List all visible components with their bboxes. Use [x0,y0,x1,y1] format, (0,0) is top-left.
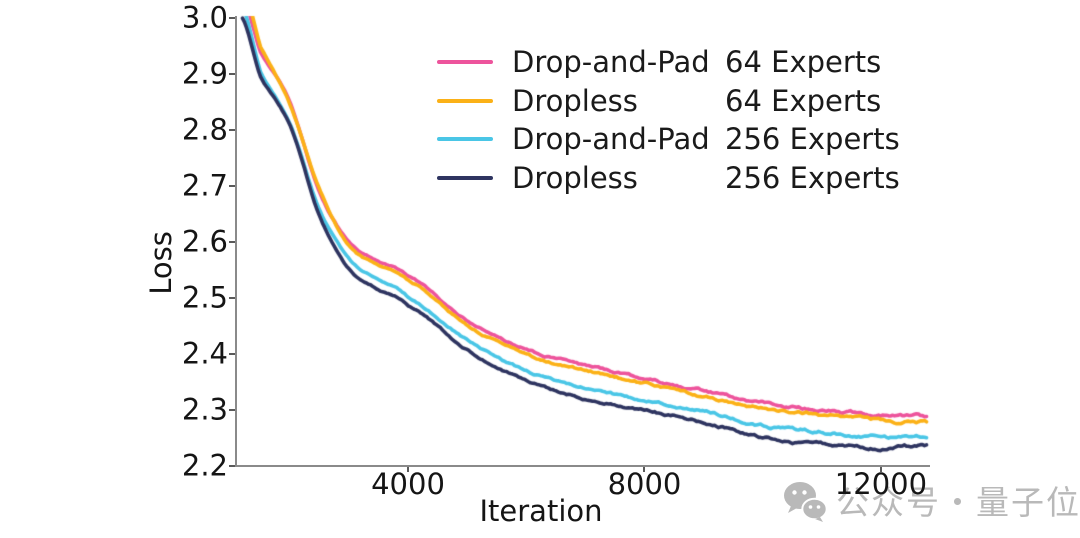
y-tick-label: 2.6 [181,224,228,259]
legend-experts-label: 256 Experts [725,160,900,195]
legend-line-swatch-cyan [437,137,493,142]
y-tick-mark [229,73,235,75]
watermark: 公众号・量子位 [783,480,1080,524]
x-tick-label: 12000 [834,467,928,501]
y-tick-label: 2.8 [181,112,228,147]
x-tick-label: 8000 [607,467,682,501]
legend-experts-label: 256 Experts [725,122,900,157]
x-tick-mark [407,467,410,472]
y-tick-label: 2.3 [181,392,228,427]
wechat-icon [784,482,827,522]
x-tick-mark [879,467,882,472]
legend-method-label: Drop-and-Pad [512,122,710,157]
y-axis-label: Loss [144,231,178,295]
x-axis-spine [235,465,930,467]
legend-row: Drop-and-Pad 64 Experts [437,43,900,82]
y-tick-mark [229,409,235,411]
legend-method-label: Dropless [512,83,638,118]
legend-line-swatch-pink [437,60,493,65]
legend-line-swatch-navy [437,175,493,180]
legend: Drop-and-Pad 64 Experts Dropless 64 Expe… [437,43,900,197]
y-tick-label: 2.5 [181,280,228,315]
y-axis-spine [235,16,237,467]
y-tick-label: 2.9 [181,56,228,91]
y-tick-mark [229,129,235,131]
y-tick-mark [229,241,235,243]
legend-experts-label: 64 Experts [725,45,882,80]
y-tick-mark [229,465,235,467]
legend-method-label: Drop-and-Pad [512,45,710,80]
x-tick-label: 4000 [371,467,445,501]
legend-line-swatch-orange [437,98,493,103]
y-tick-mark [229,297,235,299]
x-tick-mark [643,467,646,472]
y-tick-mark [229,185,235,187]
y-tick-label: 2.4 [181,336,228,371]
y-tick-mark [229,353,235,355]
y-tick-label: 3.0 [181,0,228,35]
y-tick-mark [229,17,235,19]
y-tick-label: 2.7 [181,168,228,203]
legend-row: Dropless 256 Experts [437,159,900,198]
legend-row: Drop-and-Pad 256 Experts [437,120,900,159]
x-axis-label: Iteration [479,494,603,528]
y-tick-label: 2.2 [181,448,228,483]
legend-method-label: Dropless [512,160,638,195]
legend-row: Dropless 64 Experts [437,82,900,121]
watermark-text: 公众号・量子位 [836,482,1080,522]
legend-experts-label: 64 Experts [725,83,882,118]
